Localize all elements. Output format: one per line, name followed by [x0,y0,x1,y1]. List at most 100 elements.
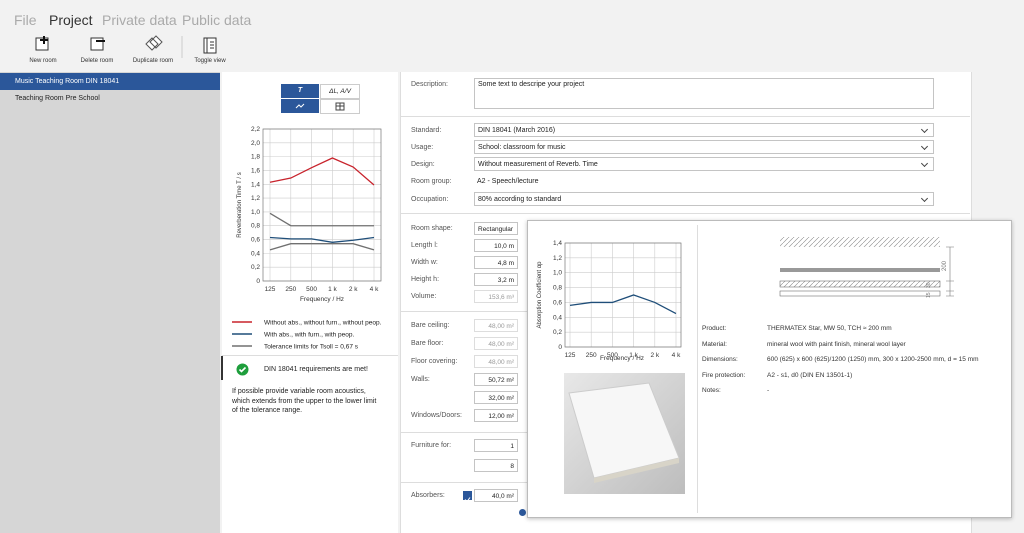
width-input[interactable]: 4,8 m [474,256,518,269]
y-tick-label: 1,0 [251,209,260,216]
product-popup: 200 30 15 Product: THERMATEX Star, MW 50,… [527,220,1012,518]
shape-select[interactable]: Rectangular [474,222,518,235]
label: Volume: [411,293,437,300]
absorbers-input[interactable]: 40,0 m² [474,489,518,502]
walls-input[interactable]: 50,72 m² [474,373,518,386]
room-item-selected[interactable]: Music Teaching Room DIN 18041 [0,73,220,90]
y-axis-label: Absorption Coefficient αp [537,261,543,329]
y-tick-label: 0,8 [251,223,260,230]
label: Occupation: [411,196,449,203]
series-line [569,294,677,315]
y-tick-label: 0 [256,278,260,285]
y-tick-label: 0 [558,344,562,351]
y-tick-label: 0,2 [251,264,260,271]
design-select[interactable]: Without measurement of Reverb. Time [474,157,934,171]
toggle-view[interactable]: Toggle view [194,58,226,64]
label: Usage: [411,144,434,151]
series-line [269,236,375,243]
note-line: which extends from the upper to the lowe… [232,397,377,405]
toggle-dl[interactable]: ΔL, A/V [320,84,360,99]
product-value: A2 - s1, d0 (DIN EN 13501-1) [767,371,853,379]
y-tick-label: 0,2 [553,329,562,336]
x-tick-label: 4 k [672,352,681,359]
furniture-input[interactable]: 1 [474,439,518,452]
divider [222,355,398,356]
label: Walls: [411,376,430,383]
product-label: Product: [702,325,727,332]
absorber-checkbox[interactable] [463,491,472,503]
divider [400,116,970,117]
duplicate-icon[interactable] [145,35,163,51]
table-icon [335,102,345,111]
label: Design: [411,161,435,168]
y-tick-label: 1,4 [251,181,260,188]
label: Width w: [411,259,438,266]
label: Windows/Doors: [411,412,462,419]
x-tick-label: 4 k [370,286,379,293]
product-value: mineral wool with paint finish, mineral … [767,340,906,348]
length-input[interactable]: 10,0 m [474,239,518,252]
construction-diagram: 200 30 15 [779,237,954,298]
x-tick-label: 1 k [629,352,638,359]
legend-label: Without abs., without furn., without peo… [264,320,382,327]
volume-output: 153,6 m³ [474,290,518,303]
walls-input[interactable]: 32,00 m² [474,391,518,404]
label: Bare floor: [411,340,444,347]
check-icon [236,363,249,376]
sidebar: Music Teaching Room DIN 18041 Teaching R… [0,72,220,533]
menu-private[interactable]: Private data [102,12,177,28]
standard-select[interactable]: DIN 18041 (March 2016) [474,123,934,137]
room-item[interactable]: Teaching Room Pre School [15,95,100,102]
divider [400,213,970,214]
x-tick-label: 2 k [650,352,659,359]
new-room[interactable]: New room [29,58,57,64]
toggle-chart[interactable] [281,99,319,113]
y-tick-label: 2,2 [251,126,260,133]
usage-select[interactable]: School: classroom for music [474,140,934,154]
delete-room[interactable]: Delete room [80,58,114,64]
label: Bare ceiling: [411,322,450,329]
windows-input[interactable]: 12,00 m² [474,409,518,422]
x-tick-label: 250 [586,352,597,359]
marker [221,356,223,380]
series-line [269,212,374,227]
dimension-label: 200 [942,260,948,271]
description-input[interactable]: Some text to descripe your project [474,78,934,109]
label: Room shape: [411,225,453,232]
dimension-label: 15 [926,292,932,298]
toggle-lines [206,38,214,53]
x-tick-label: 125 [565,352,576,359]
menu-public[interactable]: Public data [182,12,252,28]
occupation-select[interactable]: 80% according to standard [474,192,934,206]
floor-output: 48,00 m² [474,337,518,350]
status-note: If possible provide variable room acoust… [232,387,376,416]
label: Height h: [411,276,440,283]
status-message: DIN 18041 requirements are met! [264,366,368,373]
result-panel: T ΔL, A/V [222,72,398,533]
label: Standard: [411,127,442,134]
ceiling-output: 48,00 m² [474,319,518,332]
check-mark [464,497,471,503]
info-icon[interactable] [519,509,526,516]
label: Furniture for: [411,442,452,449]
height-input[interactable]: 3,2 m [474,273,518,286]
furniture-input[interactable]: 8 [474,459,518,472]
y-axis-label: Reverberation Time T / s [237,172,243,237]
legend-label: With abs., with furn., with peop. [264,332,355,339]
y-tick-label: 1,8 [251,154,260,161]
delete-icon[interactable] [90,37,104,51]
product-value: - [767,387,770,394]
toggle-t[interactable]: T [281,84,319,98]
y-tick-label: 0,4 [251,250,260,257]
y-tick-label: 1,2 [251,195,260,202]
toggle-table[interactable] [320,99,360,114]
menu-project[interactable]: Project [49,12,93,28]
duplicate-room[interactable]: Duplicate room [132,58,174,64]
y-tick-label: 2,0 [251,140,260,147]
menu-file[interactable]: File [14,12,37,28]
x-tick-label: 500 [306,286,317,293]
series-line [269,243,375,251]
label: Length l: [411,242,438,249]
note-line: If possible provide variable room acoust… [232,388,366,395]
